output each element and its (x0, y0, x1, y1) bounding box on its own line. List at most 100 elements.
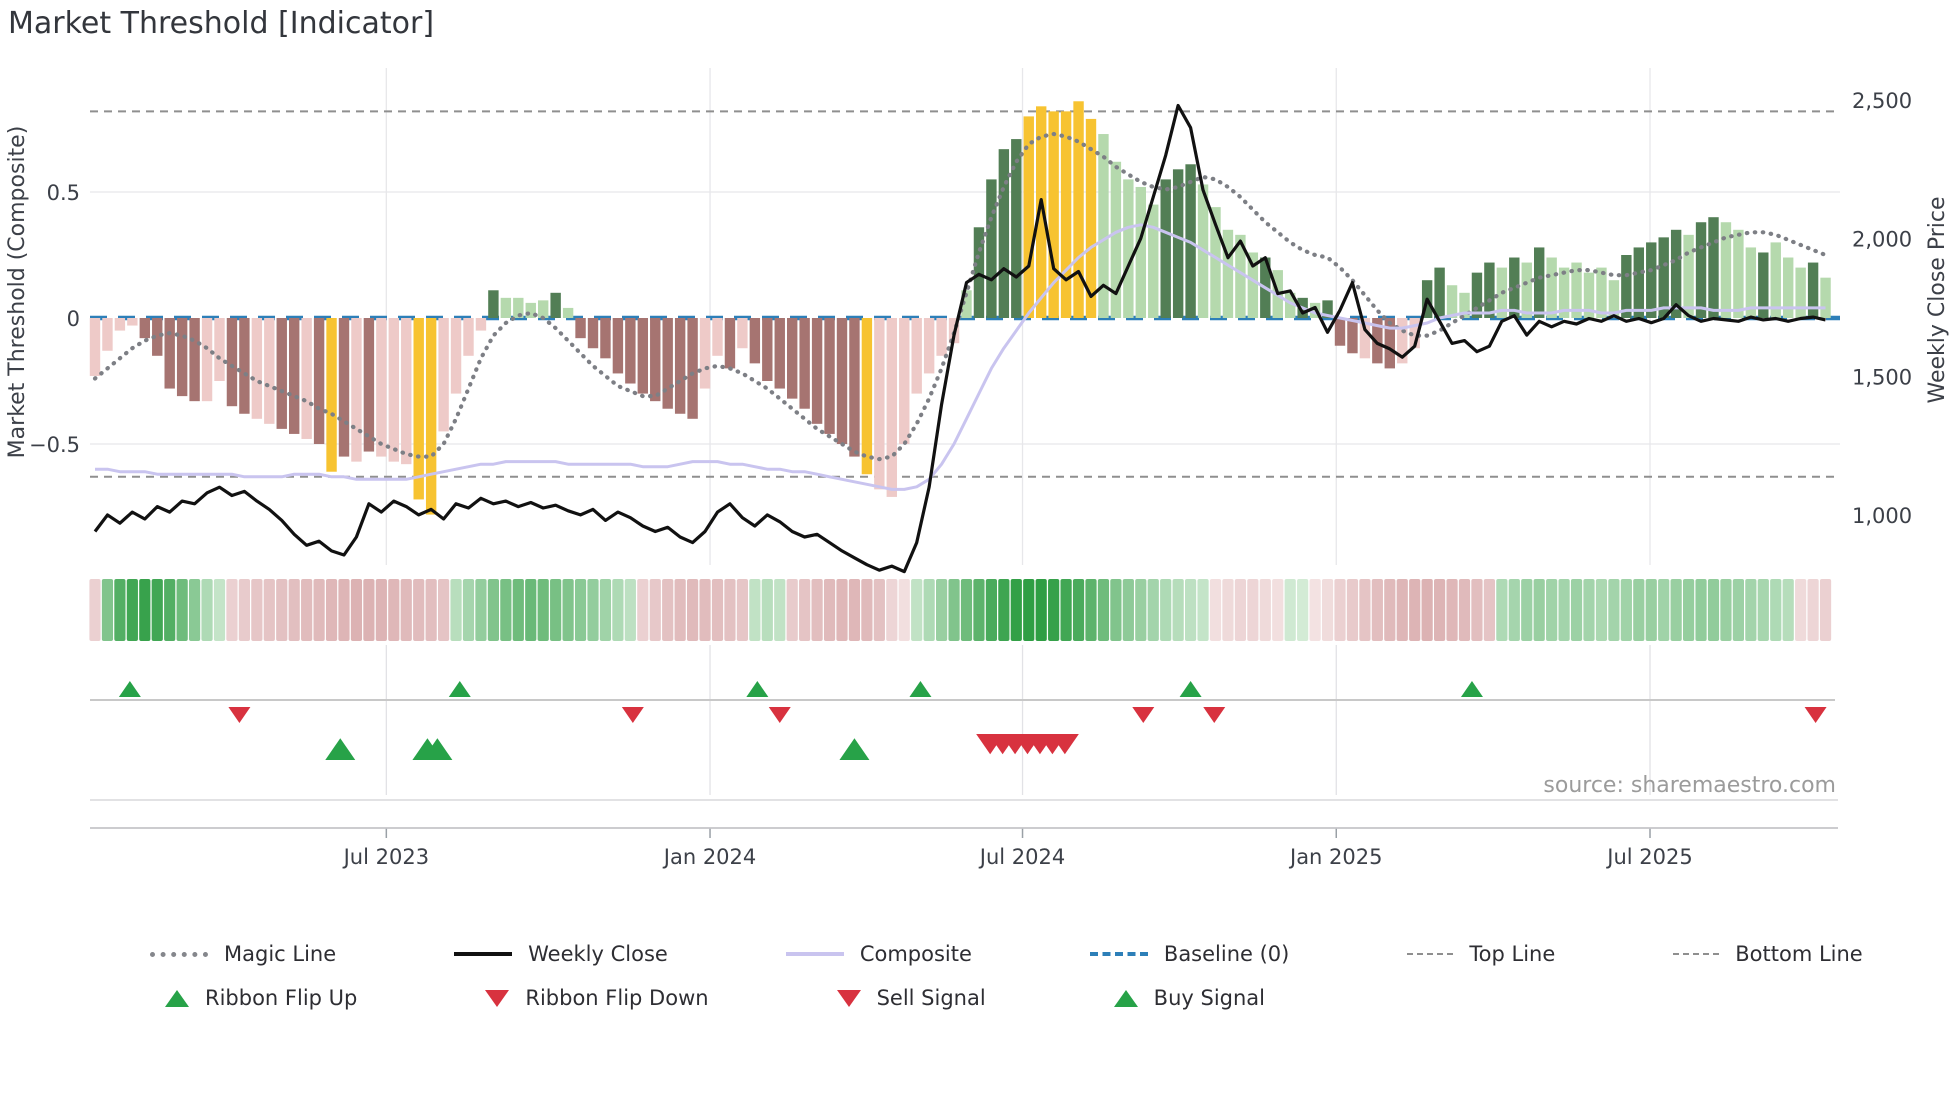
threshold-bar (712, 318, 723, 356)
legend-label: Bottom Line (1735, 942, 1863, 966)
triangle-up-icon (165, 989, 189, 1007)
left-tick-label: 0 (67, 307, 80, 331)
dashed-line-icon (1407, 953, 1454, 955)
dotted-line-icon (150, 951, 208, 957)
right-tick-label: 2,500 (1852, 89, 1912, 113)
legend-item-composite: Composite (785, 942, 972, 966)
threshold-bar (1222, 229, 1234, 318)
ribbon-cell (487, 579, 499, 641)
threshold-bar (737, 318, 748, 349)
ribbon-cell (1346, 579, 1359, 641)
threshold-bar (650, 318, 661, 402)
ribbon-cell (774, 579, 786, 641)
ribbon-cell (1583, 579, 1595, 641)
triangle-up-icon (1113, 989, 1138, 1007)
ribbon-cell (1782, 579, 1794, 641)
threshold-bar (488, 290, 499, 318)
legend-item-sell-signal: Sell Signal (836, 986, 986, 1010)
right-tick-label: 1,500 (1852, 366, 1912, 390)
ribbon-cell (1035, 579, 1047, 641)
threshold-bar (1471, 272, 1483, 318)
threshold-bar (662, 318, 673, 409)
threshold-bar (1509, 257, 1520, 318)
threshold-bar (176, 318, 188, 397)
ribbon-flip-down-marker (768, 707, 791, 723)
threshold-bar (1210, 207, 1221, 318)
ribbon-cell (761, 579, 773, 641)
threshold-bar (1036, 106, 1047, 318)
legend-item-ribbon-flip-down: Ribbon Flip Down (485, 986, 709, 1010)
ribbon-cell (749, 579, 761, 641)
ribbon-cell (325, 579, 338, 641)
threshold-bar (1397, 318, 1408, 364)
threshold-bar (475, 318, 487, 331)
threshold-bar (911, 318, 922, 394)
ribbon-cell (1819, 579, 1832, 641)
threshold-bar (973, 227, 985, 318)
ribbon-cell (313, 579, 325, 641)
ribbon-cell (1521, 579, 1533, 641)
ribbon-cell (562, 579, 574, 641)
triangle-down-icon (836, 989, 861, 1007)
threshold-bar (1670, 229, 1682, 318)
threshold-bar (1334, 318, 1346, 346)
threshold-bar (587, 318, 599, 349)
ribbon-cell (736, 579, 748, 641)
threshold-bar (214, 318, 225, 381)
ribbon-cell (101, 579, 114, 641)
ribbon-cell (1160, 579, 1172, 641)
threshold-bar (787, 318, 798, 399)
threshold-bar (1621, 255, 1632, 318)
ribbon-cell (799, 579, 811, 641)
threshold-bar (152, 318, 163, 356)
ribbon-cell (238, 579, 250, 641)
ribbon-cell (1471, 579, 1483, 641)
sell-signal-marker (1050, 734, 1079, 755)
threshold-bar (500, 297, 512, 318)
ribbon-cell (873, 579, 885, 641)
page-title: Market Threshold [Indicator] (8, 6, 435, 41)
ribbon-cell (1247, 579, 1259, 641)
threshold-bar (1546, 257, 1557, 318)
threshold-bar (1783, 257, 1794, 318)
threshold-bar (114, 318, 126, 331)
ribbon-cell (861, 579, 873, 641)
ribbon-cell (936, 579, 948, 641)
ribbon-cell (114, 579, 126, 641)
threshold-bar (1172, 169, 1184, 318)
threshold-bar (351, 318, 362, 462)
threshold-bar (1285, 292, 1296, 318)
ribbon-cell (301, 579, 313, 641)
ribbon-cell (1458, 579, 1471, 641)
ribbon-cell (1371, 579, 1383, 641)
threshold-bar (363, 318, 375, 452)
ribbon-cell (587, 579, 599, 641)
ribbon-cell (213, 579, 226, 641)
legend-label: Ribbon Flip Down (525, 986, 709, 1010)
threshold-bar (1446, 285, 1458, 318)
ribbon-cell (537, 579, 549, 641)
solid-line-icon (785, 952, 844, 956)
threshold-bar (313, 318, 325, 444)
threshold-bar (463, 318, 474, 356)
x-tick-label: Jul 2025 (1605, 845, 1692, 869)
threshold-bar (961, 290, 972, 318)
legend-item-top-line: Top Line (1407, 942, 1555, 966)
threshold-bar (687, 318, 698, 419)
threshold-bar (836, 318, 848, 444)
ribbon-cell (674, 579, 686, 641)
ribbon-cell (1421, 579, 1433, 641)
threshold-bar (774, 318, 785, 389)
ribbon-cell (338, 579, 350, 641)
threshold-bar (899, 318, 910, 444)
threshold-bar (413, 318, 424, 500)
ribbon-cell (350, 579, 363, 641)
triangle-down-icon (485, 989, 510, 1007)
ribbon-flip-up-marker (1460, 681, 1483, 697)
ribbon-cell (687, 579, 699, 641)
ribbon-cell (375, 579, 387, 641)
threshold-bar (600, 318, 611, 359)
threshold-bar (1633, 247, 1644, 318)
ribbon-cell (89, 579, 101, 641)
threshold-bar (861, 318, 873, 475)
